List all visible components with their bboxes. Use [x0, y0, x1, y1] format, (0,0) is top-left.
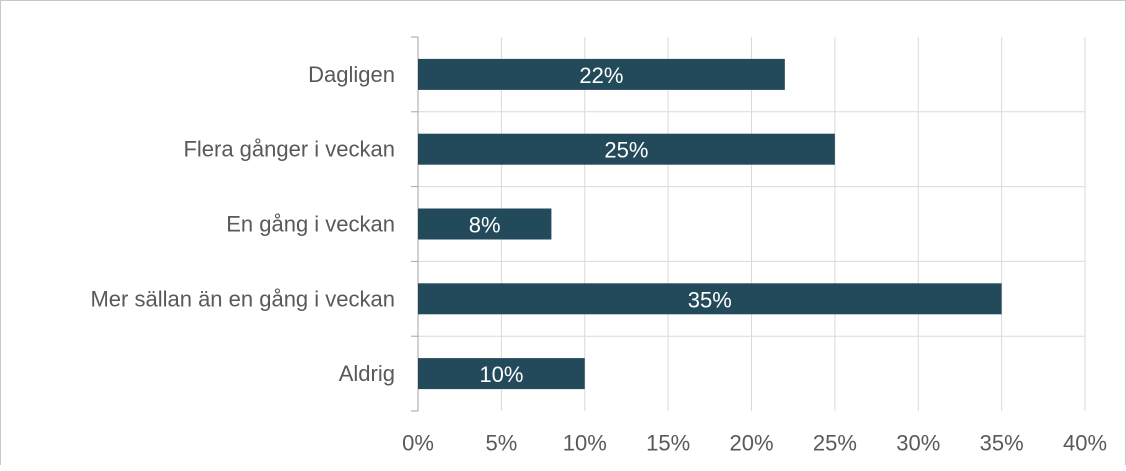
gridlines: [418, 37, 1086, 411]
x-tick-label-0: 0%: [402, 431, 434, 456]
labels: Dagligen 22% Flera gånger i veckan 25% En gå…: [90, 62, 1107, 456]
x-tick-label-5: 25%: [813, 431, 857, 456]
category-label-3: Mer sällan än en gång i veckan: [90, 286, 395, 311]
category-axis: [411, 36, 419, 412]
x-tick-label-6: 30%: [896, 431, 940, 456]
data-label-3: 35%: [688, 287, 732, 312]
category-label-1: Flera gånger i veckan: [183, 137, 395, 162]
category-label-2: En gång i veckan: [226, 212, 395, 237]
bar-4: [418, 358, 585, 390]
data-label-4: 10%: [479, 362, 523, 387]
bar-1: [418, 133, 835, 165]
x-tick-label-7: 35%: [980, 431, 1024, 456]
x-tick-label-8: 40%: [1063, 431, 1107, 456]
x-tick-label-3: 15%: [646, 431, 690, 456]
bar-2: [418, 208, 552, 240]
x-tick-label-2: 10%: [563, 431, 607, 456]
x-tick-label-4: 20%: [729, 431, 773, 456]
bar-3: [418, 283, 1002, 315]
data-label-1: 25%: [604, 138, 648, 163]
x-tick-label-1: 5%: [485, 431, 517, 456]
category-label-4: Aldrig: [339, 361, 395, 386]
bar-0: [418, 58, 785, 90]
category-label-0: Dagligen: [308, 62, 395, 87]
data-label-2: 8%: [469, 213, 501, 238]
data-label-0: 22%: [579, 63, 623, 88]
bars: [418, 58, 1002, 390]
